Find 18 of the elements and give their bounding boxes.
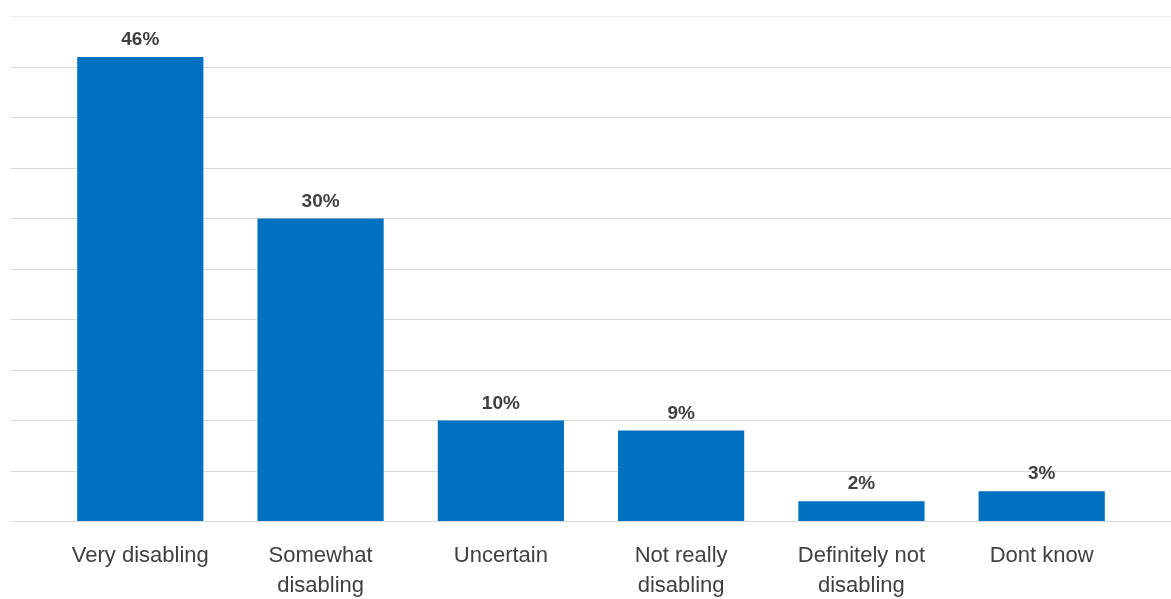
x-tick-label: Not really disabling bbox=[634, 541, 728, 597]
x-tick-label: Somewhat disabling bbox=[268, 541, 373, 597]
bar bbox=[77, 56, 204, 522]
bar bbox=[798, 501, 925, 522]
bar bbox=[978, 491, 1105, 522]
data-label: 10% bbox=[481, 391, 520, 413]
bar bbox=[257, 218, 384, 522]
bar bbox=[618, 430, 745, 522]
x-tick-label: Very disabling bbox=[71, 541, 209, 567]
x-tick-label: Uncertain bbox=[453, 541, 548, 567]
x-tick-label: Dont know bbox=[989, 541, 1094, 567]
data-label: 2% bbox=[847, 472, 876, 494]
data-label: 3% bbox=[1027, 462, 1056, 484]
data-label: 9% bbox=[667, 401, 695, 423]
data-label: 46% bbox=[121, 27, 160, 49]
x-tick-label: Definitely not disabling bbox=[797, 541, 926, 597]
bar bbox=[437, 420, 564, 522]
data-label: 30% bbox=[301, 189, 340, 211]
